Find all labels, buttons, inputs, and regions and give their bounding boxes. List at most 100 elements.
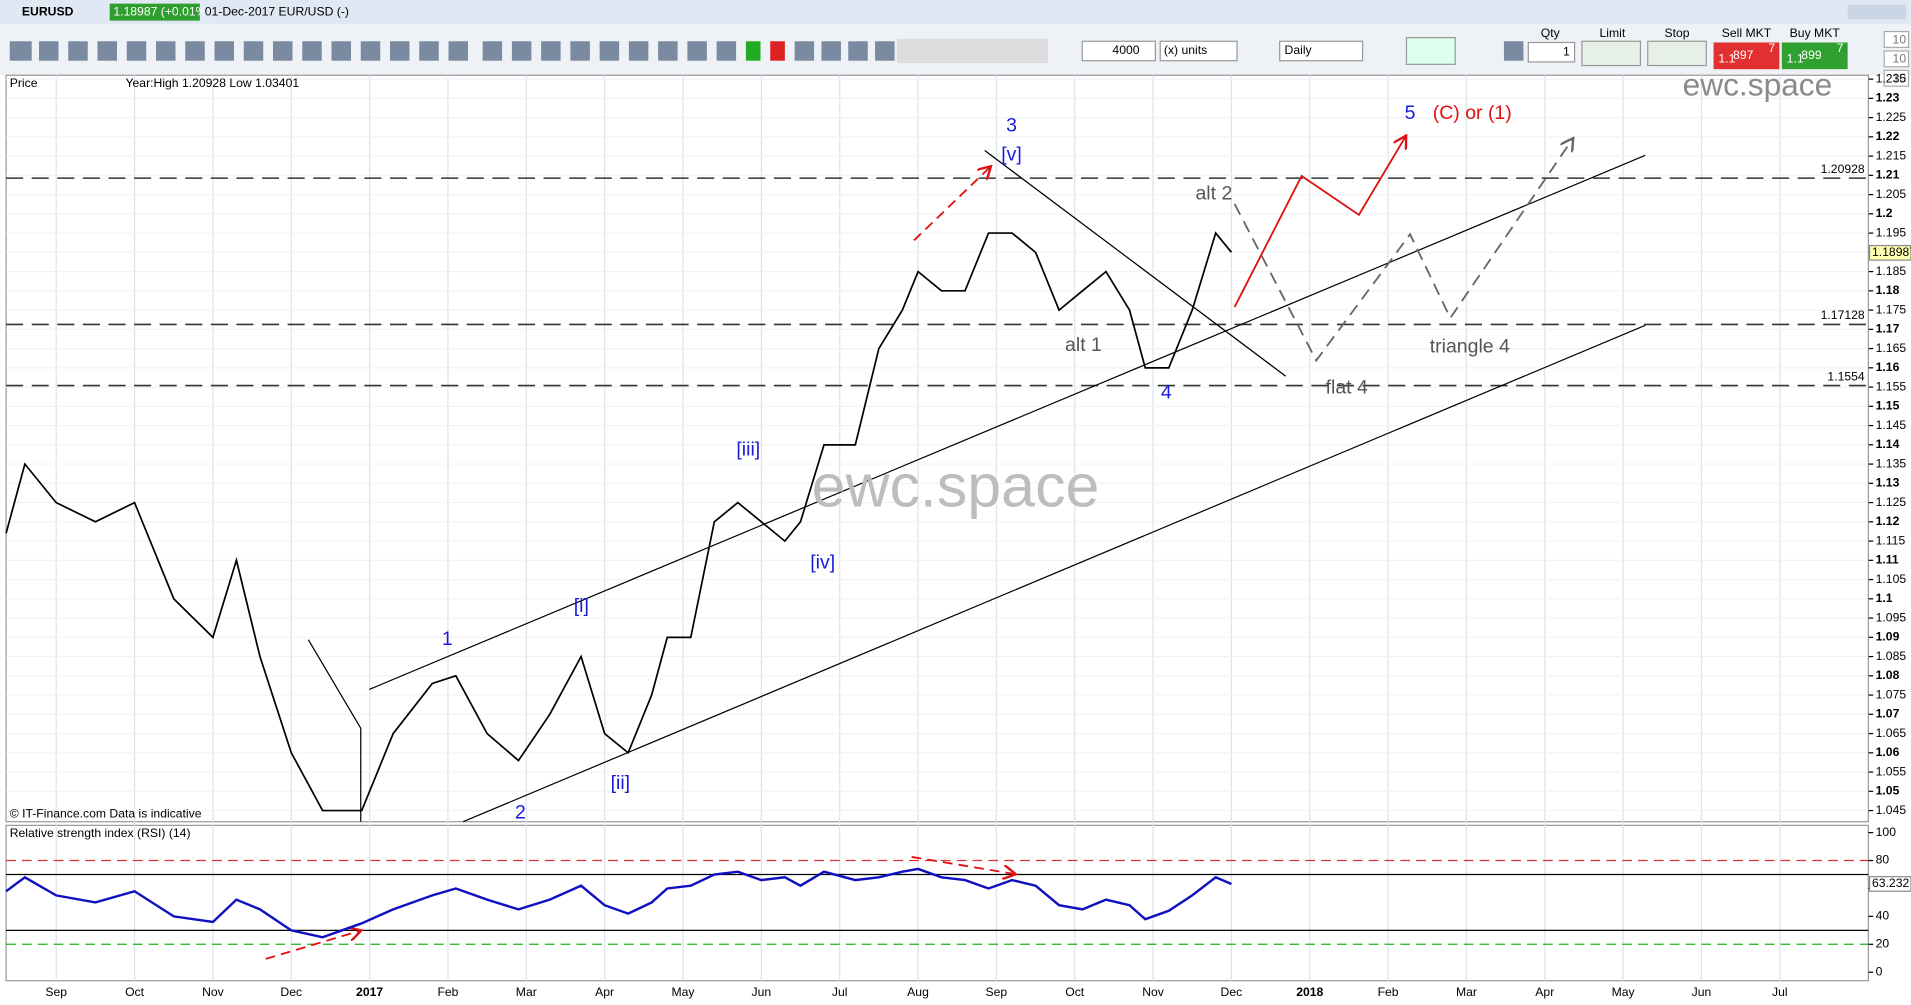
y-tick-label: 1.15 bbox=[1876, 399, 1900, 413]
annotation: ewc.space bbox=[1683, 67, 1833, 103]
x-tick-label: Jun bbox=[1692, 985, 1712, 999]
annotation: [iv] bbox=[810, 551, 835, 573]
annotation: [iii] bbox=[736, 438, 760, 460]
y-tick-label: 1.08 bbox=[1876, 668, 1900, 682]
y-tick-label: 1.13 bbox=[1876, 476, 1900, 490]
y-tick-label: 1.1 bbox=[1876, 591, 1893, 605]
side-value: 10 bbox=[1893, 32, 1907, 46]
annotation: 4 bbox=[1161, 381, 1172, 403]
buy-pip: 7 bbox=[1837, 41, 1844, 55]
y-tick-label: 40 bbox=[1876, 909, 1890, 923]
x-tick-label: Aug bbox=[907, 985, 929, 999]
side-value: 10 bbox=[1893, 71, 1907, 85]
timeframe-select[interactable] bbox=[1279, 40, 1364, 62]
y-tick-label: 1.175 bbox=[1876, 302, 1907, 316]
y-tick-label: 1.075 bbox=[1876, 687, 1907, 701]
y-tick-label: 0 bbox=[1876, 964, 1883, 978]
y-tick-label: 1.16 bbox=[1876, 360, 1900, 374]
stop-label: Stop bbox=[1664, 26, 1689, 40]
annotation: alt 1 bbox=[1065, 334, 1102, 356]
annotation: flat 4 bbox=[1326, 377, 1368, 399]
sell-big: 897 bbox=[1733, 48, 1754, 62]
projection-arrows bbox=[265, 137, 1573, 960]
stop-button[interactable] bbox=[1647, 40, 1707, 67]
last-value: 1.18987 bbox=[1872, 245, 1911, 259]
side-input[interactable] bbox=[1883, 50, 1910, 68]
x-tick-label: Jul bbox=[832, 985, 848, 999]
trend-lines bbox=[307, 150, 1646, 823]
y-tick-label: 1.205 bbox=[1876, 187, 1907, 201]
x-tick-label: Mar bbox=[516, 985, 537, 999]
qty: 1 bbox=[1563, 44, 1570, 58]
y-tick-label: 1.115 bbox=[1876, 533, 1906, 547]
y-tick-label: 20 bbox=[1876, 937, 1890, 951]
grid: Sep Oct Nov Dec 2017 Feb Mar Apr May Jun Jul Aug Sep… bbox=[6, 71, 1906, 999]
y-tick-label: 1.215 bbox=[1876, 148, 1907, 162]
x-tick-label: Sep bbox=[45, 985, 67, 999]
x-tick-label: Feb bbox=[437, 985, 458, 999]
annotation: 5 bbox=[1405, 102, 1416, 124]
sell-button[interactable] bbox=[1713, 42, 1780, 70]
buy-button[interactable] bbox=[1781, 42, 1848, 70]
x-tick-label: Nov bbox=[1142, 985, 1165, 999]
side-input[interactable] bbox=[1883, 30, 1910, 48]
level-label: 1.17128 bbox=[1821, 308, 1865, 322]
x-tick-label: Dec bbox=[280, 985, 302, 999]
y-tick-label: 1.185 bbox=[1876, 264, 1907, 278]
ticket-icon[interactable] bbox=[1503, 41, 1524, 61]
limit-button[interactable] bbox=[1581, 40, 1642, 67]
y-tick-label: 1.195 bbox=[1876, 225, 1907, 239]
y-tick-label: 1.085 bbox=[1876, 649, 1907, 663]
y-tick-label: 1.23 bbox=[1876, 91, 1900, 105]
y-tick-label: 100 bbox=[1876, 825, 1897, 839]
source: © IT-Finance.com Data is indicative bbox=[10, 807, 202, 821]
timeframe: Daily bbox=[1285, 43, 1313, 57]
annotation: [ii] bbox=[611, 772, 631, 794]
y-tick-label: 1.235 bbox=[1876, 71, 1907, 85]
sell-label: Sell MKT bbox=[1722, 26, 1772, 40]
rsi-line bbox=[5, 867, 1232, 939]
plots: 1.18987 63.232 bbox=[5, 231, 1911, 939]
units-input[interactable] bbox=[1081, 40, 1156, 62]
x-tick-label: Feb bbox=[1378, 985, 1399, 999]
y-tick-label: 1.155 bbox=[1876, 379, 1907, 393]
price-panel bbox=[5, 74, 1869, 823]
symbol: EURUSD bbox=[22, 4, 74, 18]
y-tick-label: 1.135 bbox=[1876, 456, 1907, 470]
annotation: triangle 4 bbox=[1430, 335, 1510, 357]
y-tick-label: 1.225 bbox=[1876, 110, 1907, 124]
header-info: 01-Dec-2017 EUR/USD (-) bbox=[205, 4, 349, 18]
limit-label: Limit bbox=[1600, 26, 1626, 40]
y-tick-label: 1.09 bbox=[1876, 630, 1900, 644]
y-tick-label: 1.21 bbox=[1876, 168, 1900, 182]
y-tick-label: 1.2 bbox=[1876, 206, 1893, 220]
y-tick-label: 1.18 bbox=[1876, 283, 1900, 297]
y-tick-label: 1.06 bbox=[1876, 745, 1900, 759]
annotation: 1 bbox=[442, 628, 453, 650]
x-tick-label: Nov bbox=[202, 985, 225, 999]
side-input[interactable] bbox=[1883, 69, 1910, 87]
units-select[interactable] bbox=[1159, 40, 1238, 62]
qty-input[interactable] bbox=[1527, 41, 1576, 63]
x-tick-label: Oct bbox=[125, 985, 145, 999]
rsi-title: Relative strength index (RSI) (14) bbox=[10, 826, 191, 840]
sell-small: 1.1 bbox=[1718, 52, 1735, 66]
y-tick-label: 1.125 bbox=[1876, 495, 1907, 509]
toolbar-icons[interactable] bbox=[9, 38, 1049, 64]
level-label: 1.1554 bbox=[1827, 369, 1864, 383]
price-badge bbox=[109, 3, 200, 21]
chart-type-button[interactable] bbox=[1405, 37, 1456, 65]
annotation: 3 bbox=[1006, 114, 1017, 136]
buy-small: 1.1 bbox=[1787, 52, 1804, 66]
y-tick-label: 1.12 bbox=[1876, 514, 1900, 528]
units-value: 4000 bbox=[1112, 43, 1139, 57]
last-value-box bbox=[1868, 244, 1911, 261]
annotation: [v] bbox=[1001, 144, 1022, 166]
y-tick-label: 1.05 bbox=[1876, 784, 1900, 798]
window-controls[interactable] bbox=[1847, 4, 1907, 20]
x-tick-label: 2018 bbox=[1296, 985, 1323, 999]
y-tick-label: 1.145 bbox=[1876, 418, 1907, 432]
buy-big: 899 bbox=[1801, 48, 1822, 62]
price-title: Price bbox=[10, 76, 38, 90]
